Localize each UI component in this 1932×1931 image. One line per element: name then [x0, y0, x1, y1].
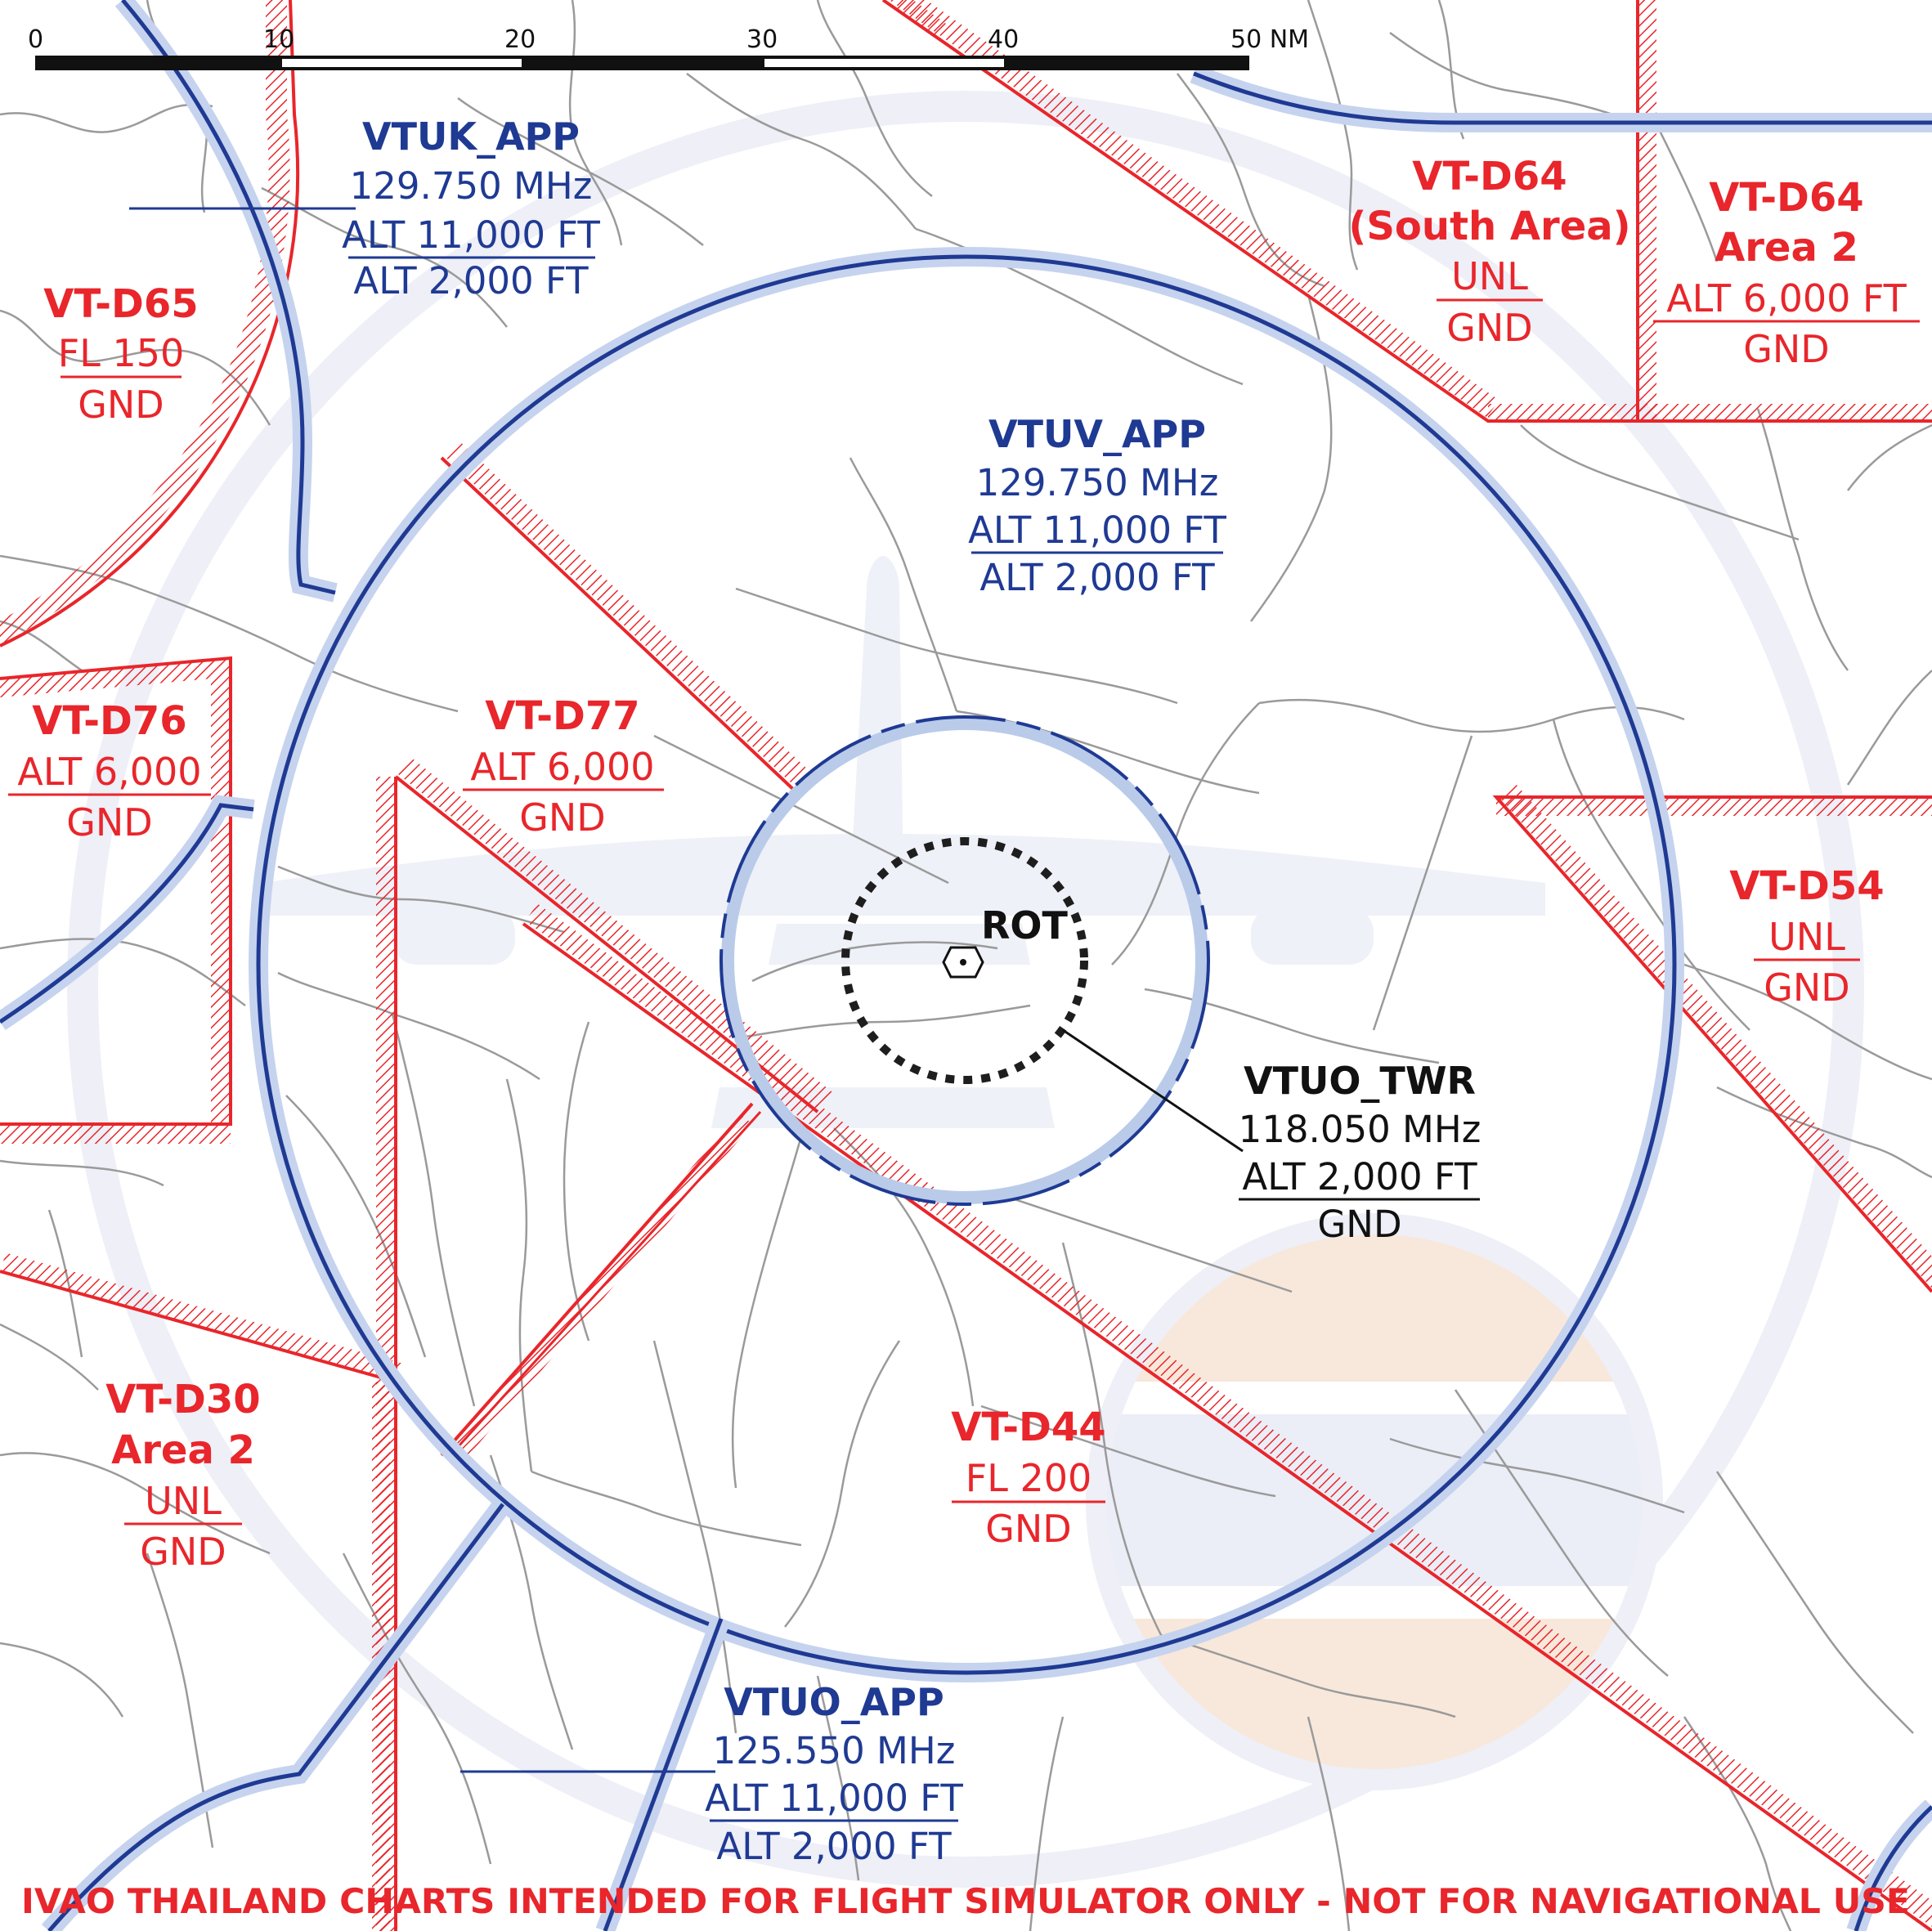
- d64a2-sub: Area 2: [1715, 225, 1858, 271]
- vtuv-freq: 129.750 MHz: [976, 461, 1219, 504]
- scale-tick-20: 20: [504, 25, 536, 54]
- tower-upper: ALT 2,000 FT: [1242, 1155, 1477, 1198]
- d64s-sub: (South Area): [1348, 204, 1630, 249]
- vtuv-name: VTUV_APP: [988, 412, 1206, 456]
- airport-icon: [942, 946, 984, 979]
- label-vt-d44: VT-D44 FL 200 GND: [951, 1405, 1105, 1551]
- d64a2-upper: ALT 6,000 FT: [1666, 276, 1907, 320]
- scale-tick-50: 50 NM: [1230, 25, 1309, 54]
- d30-upper: UNL: [145, 1479, 222, 1523]
- d76-name: VT-D76: [32, 698, 186, 744]
- area-boundary-d65: [0, 0, 300, 647]
- d65-name: VT-D65: [43, 281, 198, 327]
- label-vt-d65: VT-D65 FL 150 GND: [43, 281, 198, 427]
- scale-tick-40: 40: [988, 25, 1019, 54]
- label-vtuo-app: VTUO_APP 125.550 MHz ALT 11,000 FT ALT 2…: [705, 1680, 963, 1868]
- vtuk-freq: 129.750 MHz: [350, 164, 593, 208]
- vtuk-name: VTUK_APP: [362, 114, 580, 159]
- d64s-lower: GND: [1446, 306, 1532, 350]
- d77-name: VT-D77: [485, 693, 639, 739]
- label-vt-d77: VT-D77 ALT 6,000 GND: [463, 693, 664, 840]
- label-vt-d64-area2: VT-D64 Area 2 ALT 6,000 FT GND: [1653, 175, 1920, 371]
- label-vtuo-twr: VTUO_TWR 118.050 MHz ALT 2,000 FT GND: [1239, 1059, 1481, 1246]
- d77-upper: ALT 6,000: [470, 745, 654, 789]
- tower-freq: 118.050 MHz: [1239, 1108, 1481, 1151]
- d65-lower: GND: [78, 383, 164, 427]
- vtuv-lower: ALT 2,000 FT: [979, 556, 1215, 599]
- d76-upper: ALT 6,000: [17, 750, 201, 794]
- label-vt-d76: VT-D76 ALT 6,000 GND: [8, 698, 211, 845]
- vtuo-app-lower: ALT 2,000 FT: [716, 1825, 952, 1868]
- d30-name: VT-D30: [105, 1377, 260, 1422]
- label-vt-d54: VT-D54 UNL GND: [1729, 863, 1884, 1010]
- d30-sub: Area 2: [111, 1427, 255, 1473]
- d54-name: VT-D54: [1729, 863, 1884, 909]
- d44-upper: FL 200: [966, 1456, 1092, 1500]
- scale-tick-0: 0: [28, 25, 43, 54]
- scale-tick-10: 10: [263, 25, 294, 54]
- vtuk-upper: ALT 11,000 FT: [342, 213, 600, 257]
- d77-lower: GND: [519, 795, 605, 840]
- label-vtuk-app: VTUK_APP 129.750 MHz ALT 11,000 FT ALT 2…: [342, 114, 600, 302]
- label-vtuv-app: VTUV_APP 129.750 MHz ALT 11,000 FT ALT 2…: [968, 412, 1226, 599]
- d64s-name: VT-D64: [1412, 154, 1567, 199]
- d64s-upper: UNL: [1451, 254, 1528, 298]
- airport-code: ROT: [981, 903, 1069, 948]
- disclaimer-banner: IVAO THAILAND CHARTS INTENDED FOR FLIGHT…: [21, 1881, 1910, 1921]
- d54-lower: GND: [1764, 966, 1849, 1010]
- vtuo-app-upper: ALT 11,000 FT: [705, 1776, 963, 1820]
- vtuo-app-freq: 125.550 MHz: [713, 1729, 956, 1772]
- d76-lower: GND: [66, 800, 152, 845]
- d65-upper: FL 150: [58, 331, 185, 375]
- d64a2-name: VT-D64: [1709, 175, 1863, 221]
- scale-bar: 0 10 20 30 40 50 NM: [28, 25, 1309, 70]
- d54-upper: UNL: [1768, 915, 1845, 959]
- tower-lower: GND: [1317, 1203, 1401, 1246]
- area-boundary-d64-area2: [1488, 0, 1932, 423]
- d44-lower: GND: [985, 1507, 1071, 1551]
- area-boundary-d54: [1492, 782, 1932, 1293]
- d30-lower: GND: [140, 1530, 226, 1574]
- label-vt-d30: VT-D30 Area 2 UNL GND: [105, 1377, 260, 1574]
- vtuv-upper: ALT 11,000 FT: [968, 509, 1226, 552]
- watermark: [67, 91, 1864, 1888]
- d44-name: VT-D44: [951, 1405, 1105, 1450]
- vtuo-app-name: VTUO_APP: [724, 1680, 944, 1724]
- label-vt-d64-south: VT-D64 (South Area) UNL GND: [1348, 154, 1630, 350]
- aircraft-watermark-icon: [262, 556, 1545, 1128]
- tower-zone: [719, 715, 1244, 1206]
- scale-tick-30: 30: [746, 25, 778, 54]
- tower-name: VTUO_TWR: [1244, 1059, 1476, 1103]
- d64a2-lower: GND: [1743, 327, 1829, 371]
- vtuk-lower: ALT 2,000 FT: [353, 259, 589, 302]
- area-boundary-d76: [0, 656, 232, 1144]
